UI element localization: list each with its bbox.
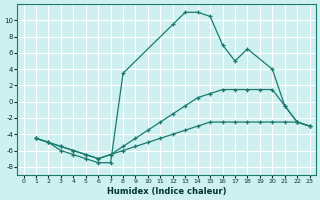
X-axis label: Humidex (Indice chaleur): Humidex (Indice chaleur): [107, 187, 226, 196]
